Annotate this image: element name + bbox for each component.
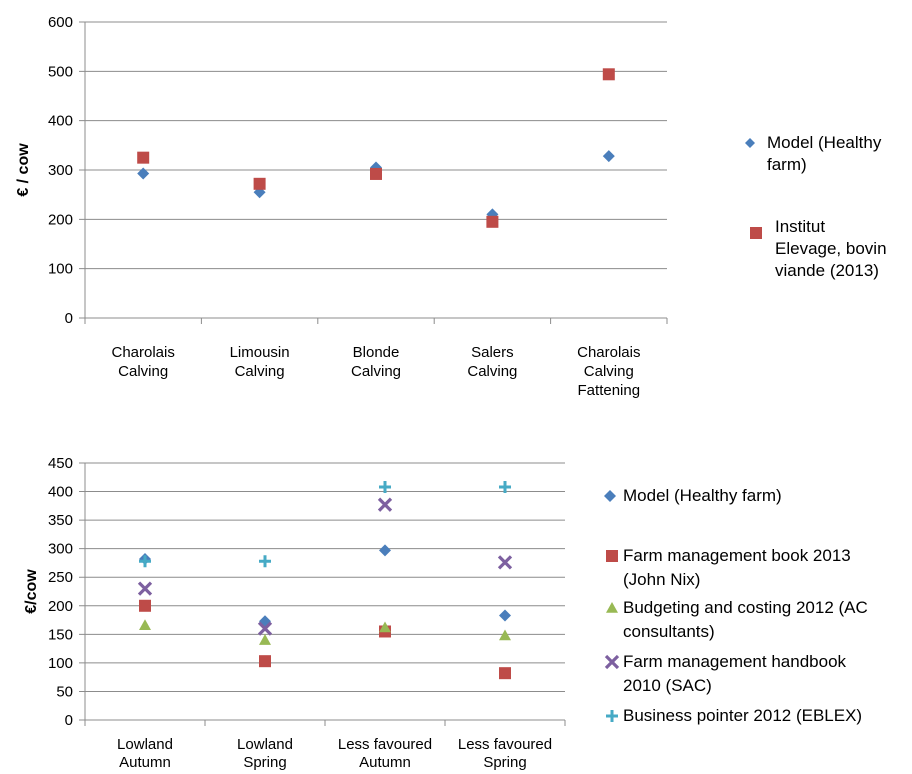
data-point-s5-4	[499, 480, 511, 493]
data-point-s3-2	[259, 634, 271, 645]
y-tick-label: 0	[65, 712, 73, 729]
data-point-s1-3	[379, 544, 391, 557]
data-point-s2-5	[602, 68, 615, 81]
x-tick-label: Calving	[118, 363, 168, 380]
data-point-s2-4	[486, 215, 499, 228]
x-tick-label: Calving	[467, 363, 517, 380]
x-tick-label: Fattening	[578, 382, 641, 399]
data-point-s2-4	[499, 667, 511, 680]
data-point-s3-3	[379, 621, 391, 633]
x-tick-label: Lowland	[117, 736, 173, 753]
legend-2: Model (Healthy farm) Farm management book…	[604, 486, 868, 725]
x-tick-label: Calving	[584, 363, 634, 380]
x-tick-label: Charolais	[112, 344, 175, 361]
legend-marker	[745, 138, 755, 148]
legend-1: Model (Healthy farm) Institut Elevage, bovi…	[745, 133, 887, 280]
legend-label: Model (Healthy farm)	[623, 486, 782, 505]
x-tick-label: Spring	[483, 754, 526, 771]
y-tick-label: 300	[48, 162, 73, 179]
data-point-s3-1	[139, 619, 151, 630]
legend-marker	[606, 710, 618, 722]
x-tick-label: Autumn	[119, 754, 171, 771]
y-tick-label: 450	[48, 455, 73, 472]
legend-label: Business pointer 2012 (EBLEX)	[623, 706, 862, 725]
legend-label: Institut	[775, 217, 825, 236]
legend-label: (John Nix)	[623, 570, 700, 589]
data-point-s4-3	[377, 497, 393, 512]
data-point-s1-5	[602, 150, 615, 163]
chart-1: 0 100 200 300 400 500 600 Charolais Calving Limou…	[15, 14, 887, 399]
data-point-s1-1	[137, 167, 150, 180]
data-point-s3-4	[499, 629, 511, 641]
y-tick-label: 300	[48, 541, 73, 558]
legend-label: farm)	[767, 155, 807, 174]
x-tick-label: Salers	[471, 344, 514, 361]
y-tick-label: 250	[48, 569, 73, 586]
legend-label: Budgeting and costing 2012 (AC	[623, 598, 868, 617]
x-tick-label: Limousin	[230, 344, 290, 361]
x-tick-label: Calving	[235, 363, 285, 380]
y-tick-label: 0	[65, 310, 73, 327]
legend-marker	[606, 550, 618, 562]
legend-label: Farm management book 2013	[623, 546, 851, 565]
x-tick-label: Less favoured	[338, 736, 432, 753]
data-point-s5-1	[139, 555, 151, 568]
legend-label: Model (Healthy	[767, 133, 882, 152]
legend-label: Elevage, bovin	[775, 239, 887, 258]
x-tick-label: Charolais	[577, 344, 640, 361]
data-point-s2-1	[139, 599, 151, 612]
legend-label: consultants)	[623, 622, 715, 641]
y-tick-label: 350	[48, 512, 73, 529]
data-point-s4-2	[257, 621, 273, 636]
y-tick-label: 100	[48, 261, 73, 278]
legend-label: Farm management handbook	[623, 652, 847, 671]
data-point-s2-2	[259, 655, 271, 668]
legend-marker	[750, 227, 762, 239]
x-tick-label: Calving	[351, 363, 401, 380]
data-point-s2-2	[253, 177, 266, 190]
x-tick-label: Less favoured	[458, 736, 552, 753]
data-point-s4-1	[137, 581, 153, 596]
data-point-s2-3	[370, 167, 382, 180]
legend-label: viande (2013)	[775, 261, 879, 280]
legend-marker	[606, 602, 618, 613]
y-axis-label: € / cow	[15, 143, 32, 197]
data-point-s4-4	[497, 555, 513, 570]
y-tick-label: 600	[48, 14, 73, 31]
y-tick-label: 200	[48, 598, 73, 615]
legend-marker	[604, 490, 616, 502]
x-tick-label: Spring	[243, 754, 286, 771]
data-point-s1-4	[499, 609, 511, 622]
y-tick-label: 500	[48, 63, 73, 80]
data-point-s5-3	[379, 480, 391, 493]
x-tick-label: Autumn	[359, 754, 411, 771]
data-point-s2-1	[137, 151, 150, 164]
y-tick-label: 100	[48, 655, 73, 672]
legend-label: 2010 (SAC)	[623, 676, 712, 695]
y-tick-label: 200	[48, 211, 73, 228]
data-point-s5-2	[259, 555, 271, 568]
x-tick-label: Lowland	[237, 736, 293, 753]
chart-2: 050100150200250300350400450LowlandAutumn…	[23, 455, 868, 771]
x-tick-label: Blonde	[353, 344, 400, 361]
y-tick-label: 150	[48, 626, 73, 643]
y-tick-label: 400	[48, 113, 73, 130]
y-axis-label: €/cow	[23, 569, 40, 614]
y-tick-label: 50	[56, 683, 73, 700]
y-tick-label: 400	[48, 484, 73, 501]
legend-marker	[604, 654, 620, 670]
